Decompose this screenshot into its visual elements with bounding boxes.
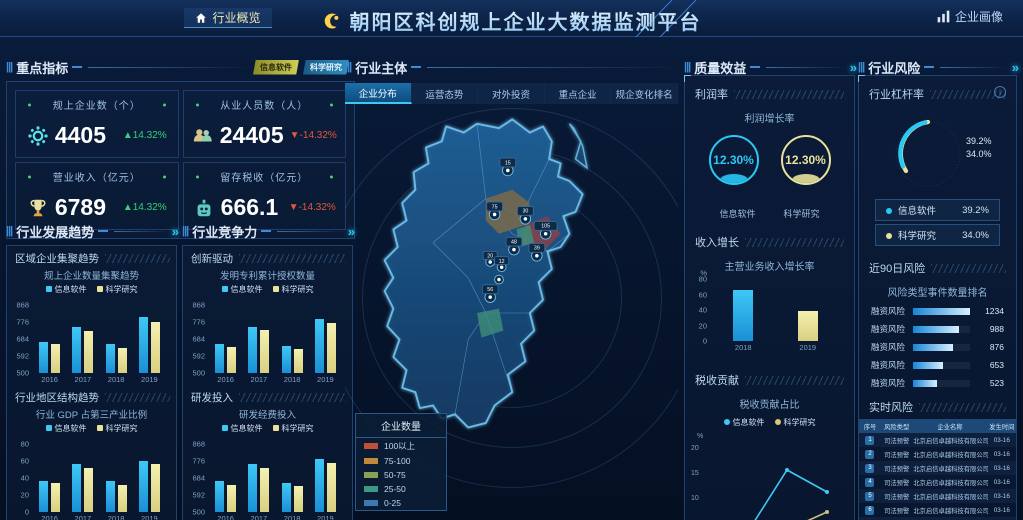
svg-text:20: 20 <box>487 254 493 260</box>
svg-text:15: 15 <box>505 160 511 166</box>
svg-text:%: % <box>697 433 703 440</box>
svg-text:39.2%: 39.2% <box>966 136 992 146</box>
svg-text:105: 105 <box>541 224 550 230</box>
svg-text:48: 48 <box>511 239 517 245</box>
svg-text:34.0%: 34.0% <box>966 149 992 159</box>
svg-text:20: 20 <box>691 445 699 452</box>
svg-text:12: 12 <box>499 259 505 265</box>
svg-text:15: 15 <box>691 470 699 477</box>
svg-text:39: 39 <box>534 246 540 252</box>
svg-text:30: 30 <box>522 209 528 215</box>
svg-text:10: 10 <box>691 495 699 502</box>
svg-text:56: 56 <box>487 287 493 293</box>
svg-text:75: 75 <box>492 204 498 210</box>
